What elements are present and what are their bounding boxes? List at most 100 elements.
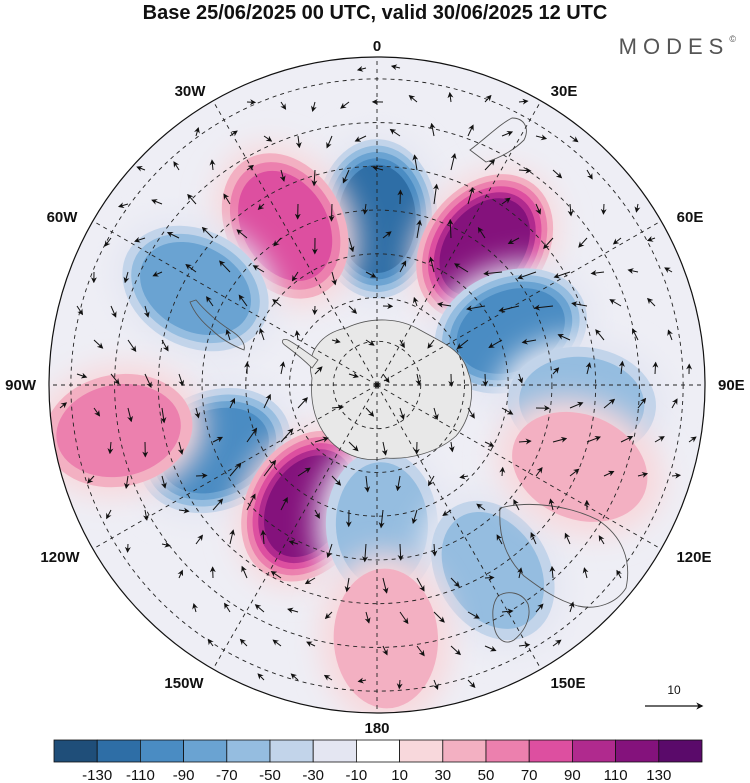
wind-vector bbox=[513, 499, 520, 511]
wind-vector bbox=[612, 237, 622, 245]
wind-vector bbox=[586, 435, 601, 443]
wind-vector bbox=[432, 407, 439, 421]
wind-vector bbox=[331, 271, 337, 286]
meridian-line bbox=[376, 100, 542, 386]
wind-vector bbox=[467, 407, 475, 419]
lon-label-150w: 150W bbox=[164, 675, 204, 692]
wind-vector bbox=[246, 164, 254, 171]
colorbar-tick-label: -110 bbox=[126, 767, 155, 783]
colorbar-tick-label: 70 bbox=[521, 767, 538, 783]
wind-vector bbox=[646, 236, 656, 242]
wind-vector bbox=[397, 543, 404, 561]
wind-vector bbox=[229, 397, 236, 409]
colorbar-swatch bbox=[269, 739, 314, 763]
wind-vector bbox=[136, 165, 146, 172]
wind-vector bbox=[688, 436, 697, 443]
wind-vector bbox=[416, 219, 423, 239]
wind-vector bbox=[484, 159, 496, 171]
colorbar-swatch bbox=[442, 739, 487, 763]
wind-vector bbox=[348, 441, 359, 452]
colorbar-swatch bbox=[658, 739, 703, 763]
lon-label-90w: 90W bbox=[5, 377, 37, 394]
wind-vector bbox=[178, 373, 185, 387]
wind-vector bbox=[381, 441, 388, 456]
wind-vector bbox=[258, 327, 265, 341]
latitude-circle bbox=[201, 209, 553, 561]
anomaly-band bbox=[333, 568, 439, 709]
wind-vector bbox=[456, 339, 469, 350]
wind-vector bbox=[447, 91, 454, 103]
wind-vector bbox=[399, 260, 407, 273]
lon-label-120w: 120W bbox=[40, 549, 80, 566]
lon-label-90e: 90E bbox=[718, 377, 745, 394]
wind-vector bbox=[569, 401, 584, 409]
wind-vector bbox=[362, 203, 369, 215]
colorbar-tick-label: 130 bbox=[646, 767, 671, 783]
anomaly-band bbox=[338, 164, 416, 273]
wind-vector bbox=[517, 567, 523, 579]
colorbar-swatch bbox=[183, 739, 228, 763]
wind-vector bbox=[535, 603, 544, 613]
wind-vector bbox=[166, 232, 180, 239]
wind-vector bbox=[620, 435, 634, 443]
south-pole-marker bbox=[374, 382, 380, 388]
lon-label-30w: 30W bbox=[175, 83, 207, 100]
latitude-circle bbox=[289, 297, 465, 473]
wind-vector bbox=[484, 441, 495, 447]
wind-vector bbox=[518, 98, 529, 105]
colorbar-swatch bbox=[528, 739, 573, 763]
colorbar-swatch bbox=[312, 739, 357, 763]
wind-vector bbox=[152, 271, 163, 277]
wind-vector bbox=[279, 169, 286, 182]
lon-label-60w: 60W bbox=[47, 209, 79, 226]
wind-vector bbox=[76, 372, 88, 379]
wind-vector bbox=[372, 165, 384, 172]
wind-vector bbox=[212, 436, 224, 443]
wind-vector bbox=[517, 271, 537, 280]
wind-vector bbox=[272, 639, 282, 647]
wind-vector bbox=[273, 237, 282, 247]
colorbar-tick-label: 50 bbox=[478, 767, 495, 783]
lon-label-60e: 60E bbox=[677, 209, 704, 226]
wind-vector bbox=[578, 237, 588, 248]
anomaly-band bbox=[441, 511, 545, 629]
wind-vector bbox=[365, 339, 375, 346]
wind-vector bbox=[432, 183, 439, 205]
wind-vector bbox=[499, 466, 506, 477]
wind-vector bbox=[177, 569, 184, 579]
wind-vector bbox=[87, 475, 95, 484]
wind-vector bbox=[609, 299, 622, 307]
wind-vector bbox=[280, 101, 287, 110]
wind-vector bbox=[144, 373, 152, 389]
colorbar-tick-label: -50 bbox=[259, 767, 281, 783]
wind-vector bbox=[382, 577, 389, 594]
colorbar-tick-label: -10 bbox=[346, 767, 368, 783]
colorbar-swatch bbox=[53, 739, 98, 763]
anomaly-center bbox=[319, 552, 452, 713]
meridian-line bbox=[212, 384, 378, 670]
wind-vector bbox=[571, 301, 588, 308]
wind-vector bbox=[637, 397, 647, 409]
wind-vector bbox=[408, 95, 418, 103]
wind-vector bbox=[667, 329, 673, 341]
wind-vector bbox=[432, 679, 439, 690]
wind-vector bbox=[484, 94, 492, 103]
wind-vector bbox=[671, 398, 678, 409]
colorbar-tick-label: -90 bbox=[173, 767, 195, 783]
wind-vector bbox=[295, 135, 302, 149]
wind-vector bbox=[590, 269, 605, 276]
wind-vector bbox=[344, 577, 351, 593]
wind-vector bbox=[354, 135, 367, 142]
wind-vector bbox=[429, 122, 436, 137]
meridian-line bbox=[376, 220, 662, 386]
wind-vector bbox=[467, 679, 476, 689]
wind-vector bbox=[362, 543, 369, 563]
colorbar-tick-label: 110 bbox=[604, 767, 628, 783]
graticule bbox=[49, 57, 705, 713]
wind-vector bbox=[254, 604, 265, 613]
colorbar-swatch bbox=[139, 739, 184, 763]
wind-vector bbox=[323, 674, 333, 681]
wind-vector bbox=[437, 301, 452, 308]
wind-vector bbox=[603, 398, 616, 409]
wind-vector bbox=[117, 202, 129, 209]
